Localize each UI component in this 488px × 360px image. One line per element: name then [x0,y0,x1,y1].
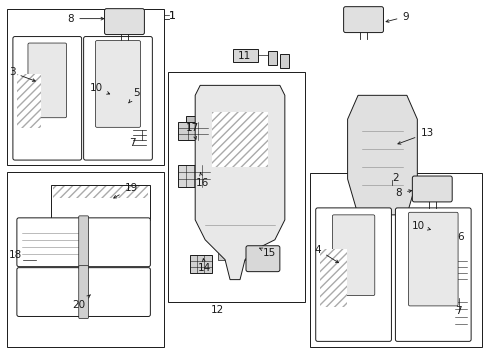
Bar [51,185,150,220]
FancyBboxPatch shape [17,218,81,267]
Text: 17: 17 [186,123,199,139]
FancyBboxPatch shape [85,218,150,267]
Bar [279,54,288,68]
Bar [218,240,262,260]
FancyBboxPatch shape [85,268,150,316]
Text: 18: 18 [9,250,22,260]
Text: 16: 16 [196,172,209,188]
Bar [186,116,200,122]
FancyBboxPatch shape [343,7,383,32]
Bar [454,294,466,332]
Bar [53,186,148,198]
FancyBboxPatch shape [315,208,390,341]
FancyBboxPatch shape [17,268,81,316]
Polygon shape [195,85,285,280]
Text: 7: 7 [454,306,461,315]
Text: 15: 15 [259,248,276,258]
Text: 7: 7 [129,138,136,148]
Polygon shape [347,95,416,215]
Bar [210,110,269,210]
Bar [178,122,208,140]
Text: 9: 9 [385,12,408,22]
Text: 12: 12 [210,305,224,315]
FancyBboxPatch shape [83,37,152,160]
Bar [319,249,346,307]
FancyBboxPatch shape [411,176,451,202]
FancyBboxPatch shape [79,216,88,269]
FancyBboxPatch shape [245,246,279,272]
Bar [439,220,447,237]
Text: 20: 20 [73,295,90,310]
Bar [309,173,481,347]
Bar [447,255,466,285]
Bar [450,227,456,244]
Bar [405,222,430,232]
Bar [267,50,276,66]
Text: 5: 5 [128,88,140,103]
FancyBboxPatch shape [79,266,88,319]
FancyBboxPatch shape [395,208,470,341]
Text: 14: 14 [198,258,211,273]
Text: 19: 19 [114,183,138,198]
Text: 10: 10 [89,84,109,94]
Bar [190,255,212,273]
Bar [133,125,146,152]
FancyBboxPatch shape [95,41,140,127]
Text: 6: 6 [456,232,463,242]
FancyBboxPatch shape [28,43,66,118]
Text: 1: 1 [169,11,176,21]
Text: 8: 8 [395,188,411,198]
Bar [178,165,210,187]
Text: 2: 2 [392,173,398,183]
Text: 10: 10 [410,221,429,231]
Bar [7,172,164,347]
FancyBboxPatch shape [13,37,81,160]
Text: 3: 3 [9,67,35,81]
Text: 4: 4 [314,245,338,263]
Bar [212,112,267,167]
Text: 1: 1 [169,11,176,21]
Text: 8: 8 [67,14,103,24]
Bar [361,113,403,197]
Bar [168,72,304,302]
FancyBboxPatch shape [332,215,374,296]
FancyBboxPatch shape [104,9,144,35]
Bar [7,9,164,165]
Bar [17,75,41,128]
Text: 11: 11 [238,50,251,60]
Bar [90,90,116,100]
Bar [133,95,139,112]
Bar [124,88,131,104]
Bar [205,215,274,235]
Bar [233,49,258,62]
Text: 13: 13 [397,128,433,144]
FancyBboxPatch shape [407,212,457,306]
